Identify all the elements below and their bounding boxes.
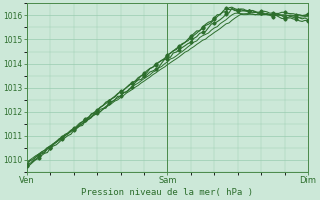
X-axis label: Pression niveau de la mer( hPa ): Pression niveau de la mer( hPa ) [82,188,253,197]
